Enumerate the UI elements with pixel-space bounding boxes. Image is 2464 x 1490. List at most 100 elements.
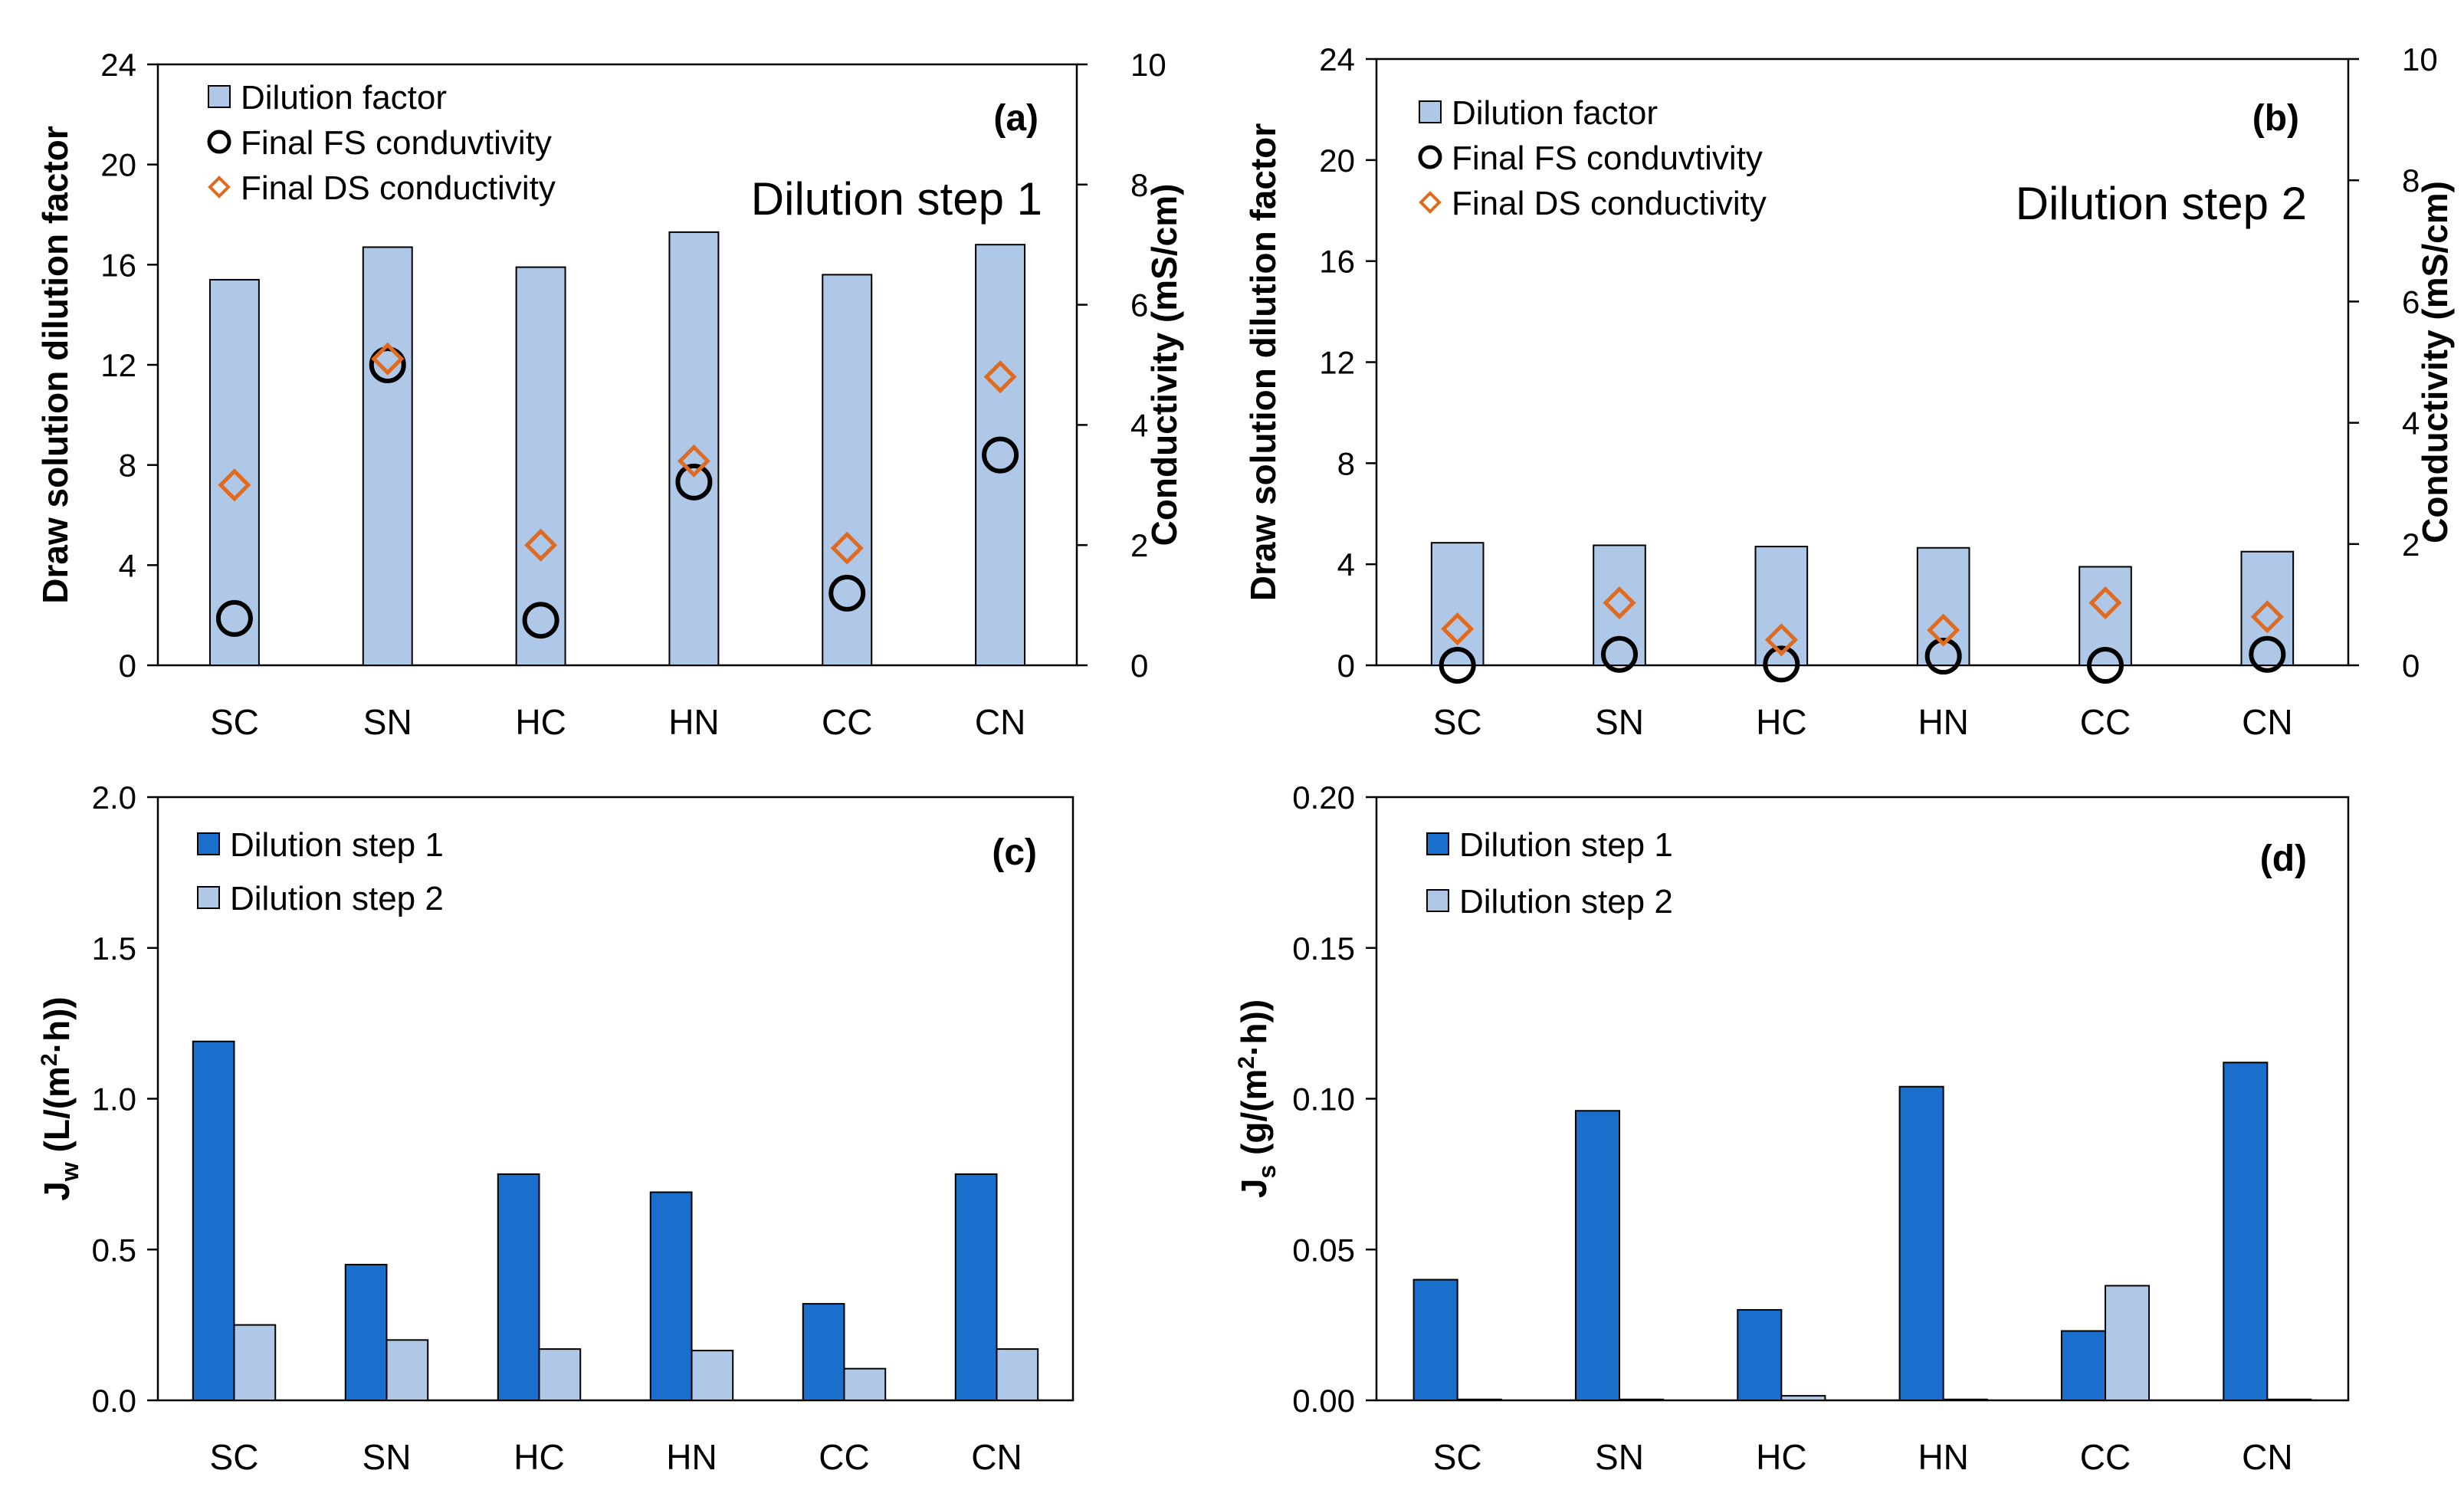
legend-label: Dilution factor — [1452, 94, 1658, 132]
y-tick-label: 0.15 — [1292, 930, 1355, 967]
y-title-mid: (L/(m — [37, 1066, 77, 1162]
x-tick-label: HC — [513, 1437, 564, 1477]
point-final-ds-conductivity — [983, 360, 1017, 394]
x-axis: SC SN HC HN CC CN — [1433, 702, 2293, 742]
y2-tick-label: 0 — [2402, 648, 2420, 684]
series-marks — [208, 231, 1026, 667]
y2-tick-label: 8 — [1130, 167, 1148, 203]
x-tick-label: HN — [1918, 702, 1968, 742]
y-tick-label: 0.00 — [1292, 1383, 1355, 1419]
y-tick-label: 1.5 — [92, 930, 136, 967]
point-final-fs-conductivity — [2087, 647, 2124, 684]
y-title-end: ·h)) — [1234, 999, 1274, 1056]
bar-dilution-factor — [1916, 546, 1970, 667]
x-tick-label: SC — [1433, 702, 1482, 742]
y-tick-label: 0.0 — [92, 1383, 136, 1419]
legend: Dilution factor Final FS conduvtivity Fina… — [1418, 94, 1767, 222]
y-title-sub: w — [56, 1162, 84, 1182]
x-tick-label: SC — [210, 702, 259, 742]
point-final-ds-conductivity — [524, 528, 558, 562]
panel-d: 0.00 0.05 0.10 0.15 0.20 SC SN HC HN CC CN Dilution… — [1234, 779, 2350, 1477]
x-tick-label: SC — [210, 1437, 259, 1477]
series-marks — [192, 1040, 1039, 1402]
bar-dilution-step-2 — [233, 1324, 277, 1401]
x-tick-label: SN — [363, 702, 412, 742]
y-tick-label: 0.20 — [1292, 779, 1355, 816]
bar-dilution-step-2 — [996, 1348, 1039, 1401]
y-axis-left: 0 4 8 12 16 20 24 — [100, 47, 158, 684]
y-tick-label: 0 — [1337, 648, 1355, 684]
legend: Dilution step 1 Dilution step 2 — [1426, 826, 1673, 921]
legend-label: Dilution step 1 — [1459, 826, 1673, 864]
x-tick-label: CN — [2242, 1437, 2292, 1477]
point-final-ds-conductivity — [1764, 623, 1798, 657]
legend-label: Dilution step 2 — [1459, 883, 1673, 921]
y2-tick-label: 0 — [1130, 648, 1148, 684]
point-final-ds-conductivity — [1927, 613, 1960, 647]
point-final-fs-conductivity — [982, 436, 1019, 474]
legend-swatch — [197, 832, 220, 855]
y-tick-label: 0 — [119, 648, 136, 684]
x-tick-label: HC — [1756, 702, 1806, 742]
y-axis-title: Js (g/(m2·h)) — [1234, 999, 1281, 1198]
legend-swatch — [1418, 145, 1442, 169]
point-final-fs-conductivity — [1601, 635, 1638, 673]
y-axis-title: Jw (L/(m2·h)) — [37, 996, 84, 1200]
y2-tick-label: 4 — [2402, 405, 2420, 441]
y-tick-label: 24 — [100, 47, 136, 83]
y-tick-label: 0.5 — [92, 1232, 136, 1268]
y2-axis-title: Conductivity (mS/cm) — [1144, 184, 1184, 546]
y-axis-right: 0 2 4 6 8 10 — [1077, 47, 1166, 684]
bar-dilution-step-1 — [1737, 1308, 1783, 1401]
y-tick-label: 4 — [1337, 546, 1355, 583]
point-final-fs-conductivity — [369, 346, 406, 383]
bar-dilution-factor — [822, 274, 873, 666]
y-tick-label: 16 — [100, 247, 136, 283]
x-tick-label: CC — [822, 702, 872, 742]
x-tick-label: HN — [666, 1437, 717, 1477]
legend-label: Dilution step 1 — [230, 826, 444, 864]
legend-label: Final DS conductivity — [1452, 185, 1767, 222]
legend-swatch — [208, 176, 231, 199]
point-final-fs-conductivity — [1924, 638, 1962, 675]
point-final-fs-conductivity — [522, 602, 559, 639]
y-tick-label: 1.0 — [92, 1081, 136, 1118]
bar-dilution-step-1 — [649, 1191, 693, 1401]
y2-tick-label: 2 — [1130, 527, 1148, 563]
panel-label: (a) — [993, 98, 1038, 139]
point-final-fs-conductivity — [828, 574, 866, 612]
x-axis: SC SN HC HN CC CN — [210, 702, 1025, 742]
bar-dilution-factor — [2240, 550, 2295, 666]
legend-label: Final FS conduvtivity — [241, 124, 552, 162]
y-tick-label: 12 — [1319, 345, 1355, 381]
bar-dilution-factor — [1593, 544, 1646, 667]
y-title-mid: (g/(m — [1234, 1069, 1274, 1165]
x-axis: SC SN HC HN CC CN — [210, 1437, 1022, 1477]
bar-dilution-factor — [362, 246, 413, 666]
legend: Dilution factor Final FS conduvtivity Fina… — [207, 79, 556, 207]
x-tick-label: CN — [2242, 702, 2292, 742]
step-annotation: Dilution step 1 — [751, 173, 1042, 225]
y-tick-label: 4 — [119, 547, 136, 583]
bar-dilution-step-2 — [843, 1367, 887, 1401]
bar-dilution-step-2 — [2105, 1285, 2151, 1401]
y-tick-label: 0.05 — [1292, 1232, 1355, 1268]
legend-label: Final DS conductivity — [241, 169, 556, 207]
x-tick-label: SN — [1595, 702, 1644, 742]
point-final-fs-conductivity — [215, 599, 253, 637]
bar-dilution-step-2 — [691, 1350, 734, 1402]
point-final-ds-conductivity — [218, 468, 251, 502]
y-axis-left: 0.00 0.05 0.10 0.15 0.20 — [1292, 779, 1376, 1419]
legend-swatch — [1426, 889, 1449, 912]
y-tick-label: 0.10 — [1292, 1081, 1355, 1118]
y-axis-left: 0.0 0.5 1.0 1.5 2.0 — [92, 779, 158, 1419]
x-tick-label: SN — [363, 1437, 412, 1477]
legend-swatch — [197, 886, 220, 909]
bar-dilution-step-2 — [538, 1348, 582, 1401]
y-tick-label: 20 — [100, 147, 136, 183]
point-final-ds-conductivity — [2250, 600, 2284, 634]
bar-dilution-step-1 — [2060, 1330, 2106, 1401]
y-axis-title: Draw solution dilution factor — [35, 126, 75, 604]
